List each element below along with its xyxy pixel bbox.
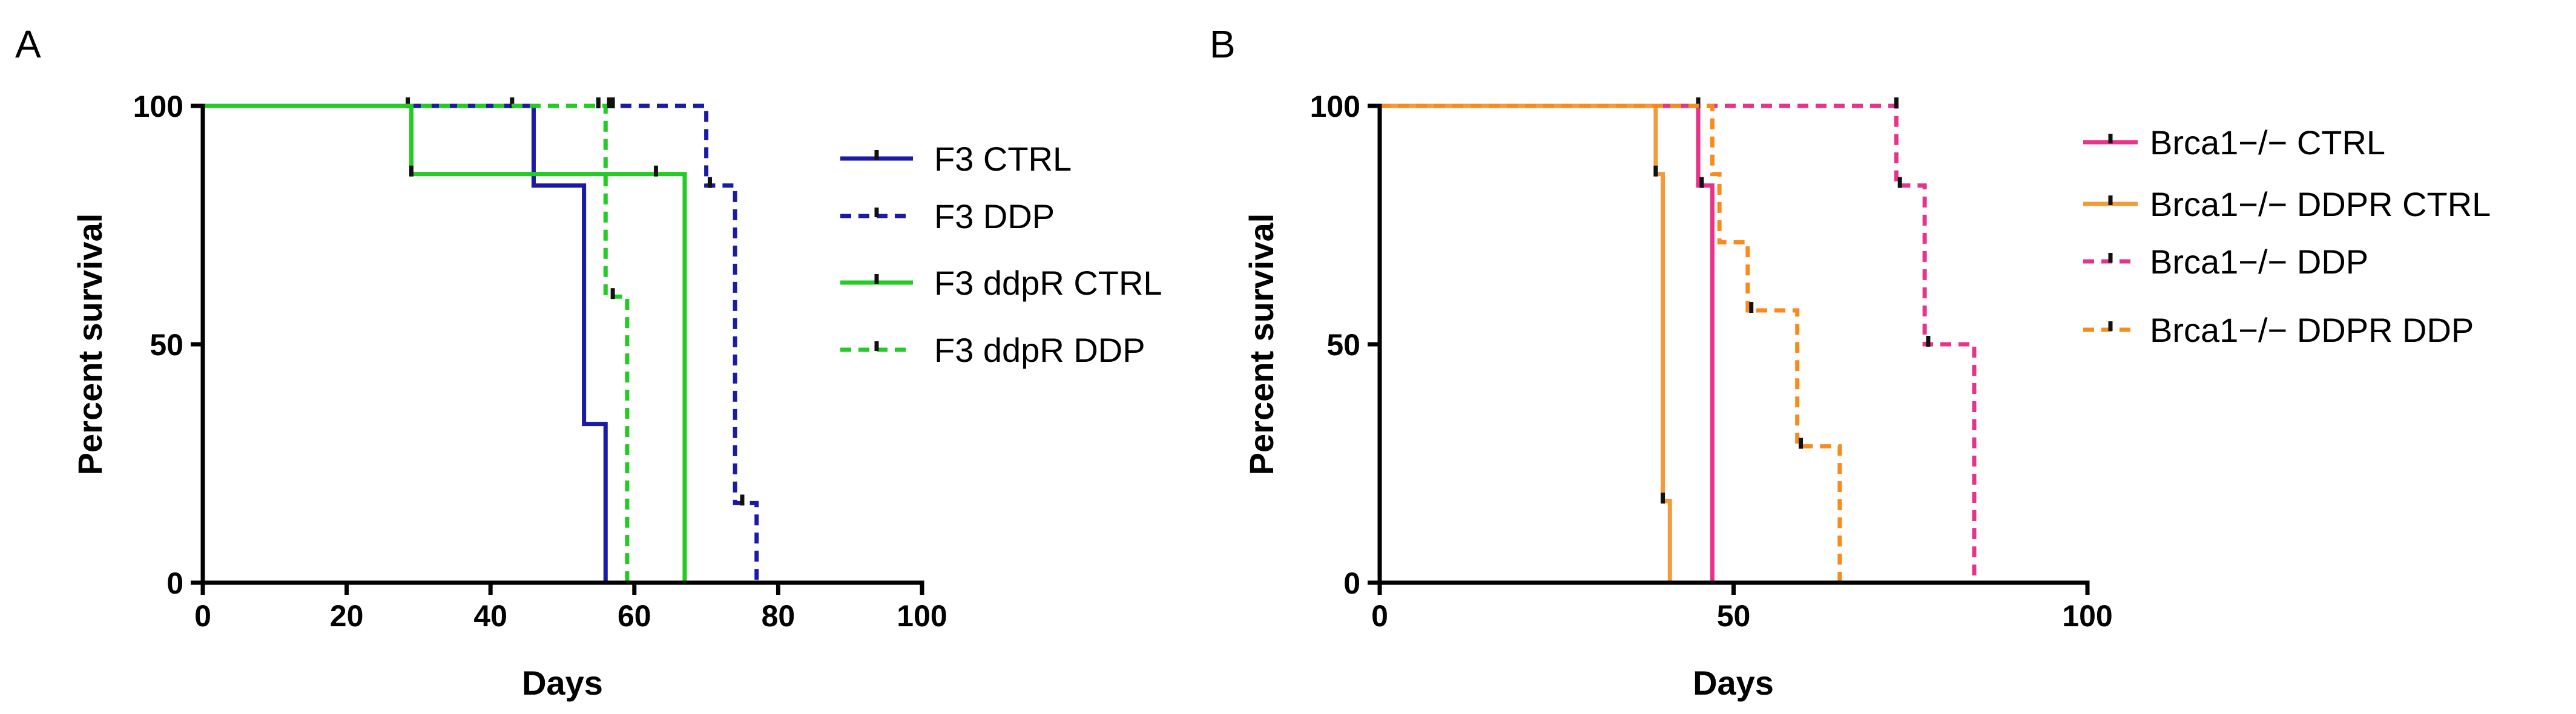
panel-a-x-tick-label: 0 xyxy=(194,599,211,633)
panel-b-legend-label: Brca1−/− DDP xyxy=(2150,243,2368,281)
panel-a-plot-area xyxy=(203,97,759,583)
panel-a-series-line-1 xyxy=(203,103,608,583)
panel-a-ticks: 0 20 40 60 80 100 0 50 100 xyxy=(133,90,947,633)
panel-b-legend-label: Brca1−/− DDPR CTRL xyxy=(2150,185,2491,223)
panel-a-y-tick-label: 0 xyxy=(166,566,183,600)
panel-a-x-tick-label: 20 xyxy=(330,599,364,633)
panel-b-y-axis-title: Percent survival xyxy=(1242,214,1280,476)
panel-a-y-tick-label: 50 xyxy=(150,328,183,362)
panel-a-legend-label: F3 ddpR DDP xyxy=(934,331,1145,369)
panel-b-letter: B xyxy=(1210,22,1236,66)
panel-a: A 0 20 40 60 80 100 0 50 100 Days Percent surviv… xyxy=(15,22,1162,702)
panel-a-legend: F3 CTRL F3 DDP F3 ddpR CTRL F3 ddpR DDP xyxy=(840,140,1162,369)
panel-a-legend-label: F3 DDP xyxy=(934,197,1055,235)
panel-a-x-tick-label: 40 xyxy=(473,599,507,633)
panel-b: B 0 50 100 0 50 100 Days Percent survival Brc… xyxy=(1210,22,2491,702)
panel-a-x-tick-label: 100 xyxy=(897,599,947,633)
panel-b-x-tick-label: 100 xyxy=(2062,599,2112,633)
panel-a-axes xyxy=(200,103,924,585)
panel-b-x-axis-title: Days xyxy=(1693,664,1774,702)
panel-b-axes xyxy=(1377,103,2090,585)
panel-a-x-tick-label: 80 xyxy=(762,599,796,633)
panel-a-legend-label: F3 CTRL xyxy=(934,140,1072,178)
panel-a-series-line-2 xyxy=(203,103,759,583)
panel-a-series-line-4 xyxy=(203,103,630,583)
panel-a-y-axis-title: Percent survival xyxy=(71,214,109,476)
panel-b-legend-label: Brca1−/− CTRL xyxy=(2150,123,2385,162)
panel-b-plot-area xyxy=(1380,97,1977,583)
panel-a-series-line-3 xyxy=(203,103,687,583)
panel-a-x-axis-title: Days xyxy=(522,664,603,702)
panel-b-x-tick-label: 0 xyxy=(1371,599,1388,633)
panel-b-y-tick-label: 0 xyxy=(1343,566,1360,600)
panel-b-legend: Brca1−/− CTRL Brca1−/− DDPR CTRL Brca1−/− … xyxy=(2083,123,2491,349)
panel-b-series-line-3 xyxy=(1380,103,1977,583)
panel-b-series-line-4 xyxy=(1380,103,1842,583)
panel-b-ticks: 0 50 100 0 50 100 xyxy=(1310,90,2113,633)
panel-b-y-tick-label: 100 xyxy=(1310,90,1360,123)
panel-b-y-tick-label: 50 xyxy=(1326,328,1360,362)
panel-b-series-line-2 xyxy=(1380,103,1672,583)
panel-a-legend-label: F3 ddpR CTRL xyxy=(934,264,1162,302)
panel-a-letter: A xyxy=(15,22,41,66)
panel-b-x-tick-label: 50 xyxy=(1717,599,1751,633)
panel-a-x-tick-label: 60 xyxy=(618,599,651,633)
panel-a-y-tick-label: 100 xyxy=(133,90,183,123)
panel-b-legend-label: Brca1−/− DDPR DDP xyxy=(2150,311,2474,349)
